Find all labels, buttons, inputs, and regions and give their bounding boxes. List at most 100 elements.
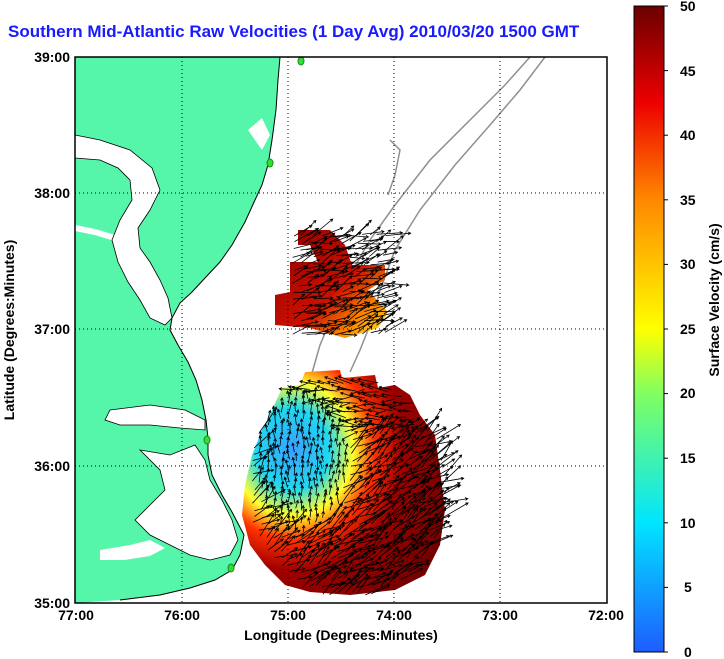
velocity-arrow xyxy=(413,474,428,489)
velocity-arrow xyxy=(369,266,383,279)
velocity-arrow xyxy=(337,459,341,468)
velocity-arrow xyxy=(281,527,298,546)
velocity-arrow xyxy=(302,571,319,588)
velocity-arrow xyxy=(296,440,300,448)
velocity-arrow xyxy=(264,474,268,482)
velocity-arrow xyxy=(335,272,355,279)
velocity-arrow xyxy=(314,469,318,482)
velocity-arrow xyxy=(301,231,322,245)
albemarle-sound xyxy=(105,405,205,430)
velocity-arrow xyxy=(292,293,306,306)
velocity-arrow xyxy=(294,530,315,545)
velocity-arrow xyxy=(298,491,302,502)
velocity-arrow xyxy=(294,228,319,242)
y-tick-label: 35:00 xyxy=(34,595,70,611)
velocity-arrow xyxy=(338,402,351,408)
velocity-arrow xyxy=(258,470,262,483)
velocity-arrow xyxy=(328,280,340,292)
velocity-arrow xyxy=(306,471,311,482)
velocity-arrow xyxy=(358,511,385,530)
velocity-arrow xyxy=(312,476,316,488)
velocity-arrow xyxy=(370,259,393,271)
velocity-arrow xyxy=(315,512,320,523)
velocity-arrow xyxy=(322,297,342,306)
velocity-arrow xyxy=(428,427,447,440)
velocity-arrow xyxy=(372,511,391,538)
velocity-arrow xyxy=(279,471,284,481)
velocity-arrow xyxy=(342,285,355,293)
velocity-arrow xyxy=(345,532,370,553)
velocity-arrow xyxy=(351,544,372,561)
velocity-arrow xyxy=(314,386,318,399)
velocity-arrow xyxy=(316,433,320,442)
velocity-arrow xyxy=(299,379,317,385)
velocity-arrow xyxy=(369,292,386,298)
velocity-arrow xyxy=(379,413,394,434)
velocity-arrow xyxy=(303,521,322,544)
velocity-arrow xyxy=(276,443,281,454)
velocity-arrow xyxy=(300,219,317,236)
velocity-arrow xyxy=(353,418,365,424)
velocity-arrow xyxy=(316,545,330,567)
velocity-arrow xyxy=(260,480,265,489)
velocity-arrow xyxy=(259,452,263,460)
velocity-arrow xyxy=(351,528,368,540)
velocity-arrow xyxy=(366,452,385,468)
velocity-arrow xyxy=(280,419,284,432)
velocity-arrow xyxy=(328,526,342,538)
velocity-arrow xyxy=(378,468,391,484)
velocity-arrow xyxy=(341,260,370,265)
velocity-arrow xyxy=(413,508,427,518)
velocity-arrow xyxy=(392,544,415,566)
velocity-arrow xyxy=(313,311,326,319)
velocity-arrow xyxy=(321,510,325,518)
velocity-arrow xyxy=(343,522,368,538)
velocity-arrow xyxy=(323,405,328,418)
velocity-arrow xyxy=(344,530,365,547)
velocity-arrow xyxy=(392,490,412,504)
velocity-arrow xyxy=(335,387,352,392)
velocity-arrow xyxy=(321,259,333,271)
velocity-arrow xyxy=(323,524,346,531)
velocity-arrow xyxy=(321,398,344,404)
velocity-arrow xyxy=(401,504,416,516)
velocity-arrow xyxy=(337,375,359,384)
bay-shoreline xyxy=(75,134,173,326)
velocity-arrow xyxy=(371,577,391,586)
velocity-arrow xyxy=(287,491,292,502)
velocity-arrow xyxy=(358,472,374,489)
velocity-arrow xyxy=(362,391,380,399)
velocity-arrow xyxy=(378,538,404,558)
velocity-arrow xyxy=(341,462,346,474)
velocity-arrow xyxy=(387,474,400,490)
velocity-arrow xyxy=(288,567,306,572)
velocity-arrow xyxy=(308,294,323,298)
velocity-arrow xyxy=(294,554,312,574)
velocity-arrow xyxy=(300,425,304,434)
velocity-arrow xyxy=(406,425,418,441)
velocity-arrow xyxy=(333,376,353,385)
radar-station xyxy=(266,158,274,168)
velocity-arrow xyxy=(379,415,393,420)
velocity-arrow xyxy=(361,235,385,251)
velocity-arrow xyxy=(282,547,299,559)
velocity-arrow xyxy=(408,540,429,546)
velocity-arrow xyxy=(400,440,415,453)
colorbar-tick-label: 0 xyxy=(684,644,692,659)
colorbar-tick-label: 25 xyxy=(680,321,696,337)
velocity-arrow xyxy=(302,435,306,448)
velocity-arrow xyxy=(364,464,381,489)
velocity-arrow xyxy=(330,559,348,580)
velocity-arrow xyxy=(300,454,305,462)
velocity-arrow xyxy=(337,419,358,427)
velocity-arrow xyxy=(344,451,348,462)
velocity-arrow xyxy=(271,442,276,454)
chesapeake-bay xyxy=(75,135,172,325)
velocity-arrow xyxy=(380,392,402,397)
velocity-arrow xyxy=(378,246,403,251)
velocity-arrow xyxy=(309,542,325,565)
velocity-arrow xyxy=(307,379,325,385)
velocity-arrow xyxy=(315,534,340,544)
velocity-arrow xyxy=(406,507,418,524)
velocity-arrow xyxy=(314,301,338,305)
